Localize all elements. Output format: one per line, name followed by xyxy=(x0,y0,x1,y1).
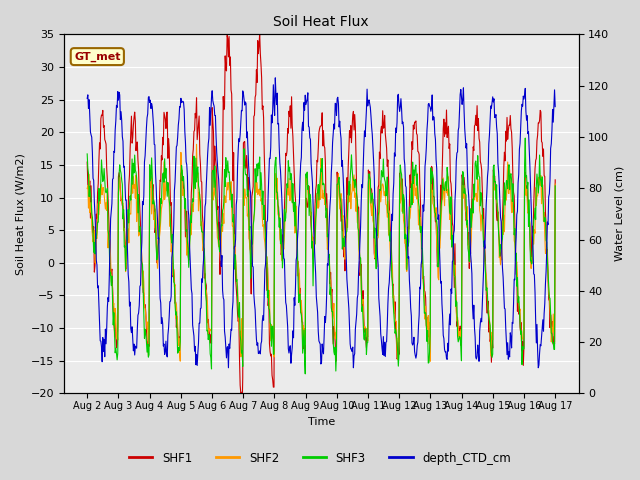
SHF1 xyxy=(392,336,400,342)
SHF3 xyxy=(378,170,386,176)
SHF3 xyxy=(301,371,309,377)
depth_CTD_cm xyxy=(225,365,232,371)
SHF2 xyxy=(392,318,399,324)
SHF1 xyxy=(212,161,220,167)
SHF1 xyxy=(256,30,264,36)
depth_CTD_cm xyxy=(551,104,559,109)
SHF2 xyxy=(213,218,221,224)
SHF3 xyxy=(522,135,529,141)
Line: SHF1: SHF1 xyxy=(87,33,555,412)
SHF3 xyxy=(212,199,220,204)
Line: SHF3: SHF3 xyxy=(87,138,555,374)
SHF1 xyxy=(551,177,559,183)
SHF3 xyxy=(83,151,91,157)
depth_CTD_cm xyxy=(392,130,400,135)
SHF3 xyxy=(92,231,99,237)
SHF2 xyxy=(193,142,200,147)
SHF1 xyxy=(92,245,99,251)
SHF2 xyxy=(188,231,195,237)
SHF1 xyxy=(140,290,148,296)
Line: depth_CTD_cm: depth_CTD_cm xyxy=(87,78,555,368)
SHF1 xyxy=(238,409,246,415)
X-axis label: Time: Time xyxy=(308,417,335,427)
depth_CTD_cm xyxy=(83,96,91,101)
depth_CTD_cm xyxy=(212,134,220,140)
Y-axis label: Soil Heat Flux (W/m2): Soil Heat Flux (W/m2) xyxy=(15,153,25,275)
SHF2 xyxy=(378,182,386,188)
depth_CTD_cm xyxy=(188,287,195,292)
SHF3 xyxy=(140,305,148,311)
SHF1 xyxy=(379,108,387,114)
depth_CTD_cm xyxy=(271,75,279,81)
Y-axis label: Water Level (cm): Water Level (cm) xyxy=(615,166,625,262)
depth_CTD_cm xyxy=(140,193,148,199)
depth_CTD_cm xyxy=(379,352,387,358)
SHF1 xyxy=(83,159,91,165)
depth_CTD_cm xyxy=(92,229,99,235)
SHF3 xyxy=(188,220,195,226)
SHF2 xyxy=(140,279,148,285)
SHF3 xyxy=(392,327,399,333)
SHF2 xyxy=(426,359,434,364)
Text: GT_met: GT_met xyxy=(74,51,120,62)
Legend: SHF1, SHF2, SHF3, depth_CTD_cm: SHF1, SHF2, SHF3, depth_CTD_cm xyxy=(124,447,516,469)
SHF2 xyxy=(92,261,99,266)
SHF1 xyxy=(188,190,195,195)
SHF2 xyxy=(83,186,91,192)
SHF3 xyxy=(551,183,559,189)
SHF2 xyxy=(551,181,559,187)
Line: SHF2: SHF2 xyxy=(87,144,555,361)
Title: Soil Heat Flux: Soil Heat Flux xyxy=(273,15,369,29)
